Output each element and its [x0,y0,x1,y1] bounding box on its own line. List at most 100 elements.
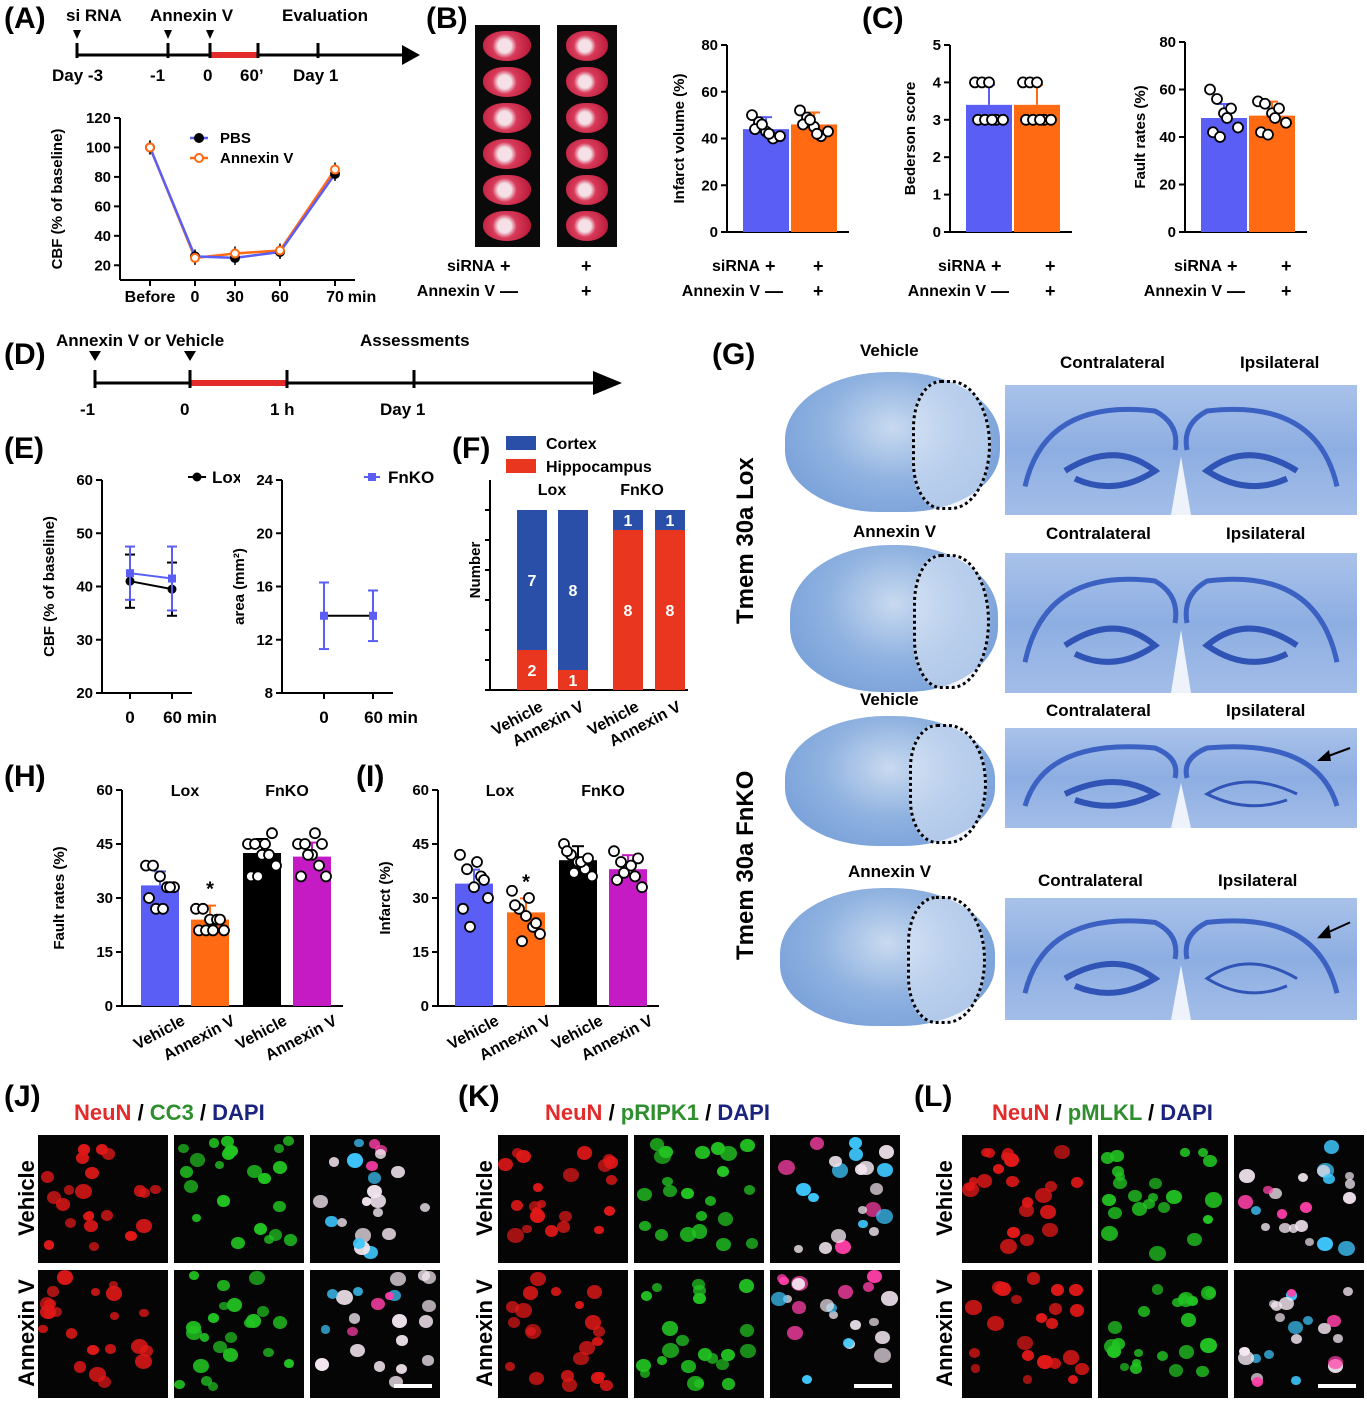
e-legend-lox-label: Lox [212,468,240,487]
micro-cell [1318,1322,1332,1335]
e2-y-tick-label: 20 [256,525,273,542]
i-data-point [586,870,598,883]
micro-cell [1344,1171,1355,1181]
micro-cell [1304,1237,1315,1247]
micro-cell [1017,1335,1034,1351]
h-data-point [259,838,271,850]
i-y-tick-label: 45 [412,836,429,853]
micro-cell [1270,1301,1282,1312]
micro-cell [586,1285,602,1299]
g-ipsilateral-label: Ipsilateral [1226,701,1306,720]
micro-cell [801,1374,812,1384]
e1-point [168,574,176,583]
g-row-title: Annexin V [848,862,932,881]
condition-symbol: + [765,256,776,276]
micro-cell [867,1270,882,1284]
micro-cell [1180,1148,1190,1157]
h-y-tick-label: 45 [96,836,113,853]
timeline-a-day1: Day 1 [293,66,339,85]
micro-cell [174,1379,186,1390]
i-significance-star: * [522,871,530,893]
micro-cell [1323,1140,1339,1154]
micro-cell [740,1138,756,1153]
micro-cell [537,1199,547,1209]
micro-cell [1199,1338,1217,1354]
h-data-point [164,881,176,894]
micro-cell [511,1199,524,1211]
a-legend-label: Annexin V [220,150,293,167]
i-data-point [534,928,546,940]
micro-cell [354,1138,365,1148]
micro-row-label: Vehicle [14,1160,39,1236]
micro-cell [965,1300,982,1315]
micro-cell [818,1241,833,1254]
micro-cell [136,1218,153,1234]
micro-cell [1035,1187,1053,1203]
g-hippocampus-drawing [1022,406,1340,515]
g-hippocampus-image [1005,553,1357,693]
g-ipsilateral-label: Ipsilateral [1240,353,1320,372]
i-data-point [608,845,620,858]
scale-bar [1318,1384,1356,1388]
g-hippocampus-drawing [1022,744,1351,828]
micro-cell [273,1200,287,1213]
h-data-point [270,859,282,872]
micro-title: NeuN / pRIPK1 / DAPI [545,1100,770,1126]
micro-cell [1026,1272,1041,1285]
micro-cell [1137,1305,1150,1317]
timeline-a [73,30,420,65]
condition-symbol: — [500,281,518,301]
micro-cell [605,1174,617,1185]
micro-cell [388,1289,402,1302]
micro-cell [1169,1363,1184,1377]
micro-cell [962,1181,979,1197]
micro-cell [1110,1149,1125,1163]
b-y-tick-label: 0 [710,224,718,241]
h-data-point [313,859,325,872]
micro-title-neun: NeuN [545,1100,603,1125]
g-infarct-outline [907,896,987,1024]
c2-data-point [1259,97,1271,110]
panel-label-h: (H) [4,760,46,793]
f-value-hippo: 2 [528,663,537,680]
c1-y-tick-label: 5 [933,37,941,54]
g-infarct-outline [909,723,987,845]
micro-cell [809,1137,824,1150]
ttc-brain-slice [566,31,608,61]
micro-cell [498,1157,513,1171]
h-data-point [266,827,278,840]
c2-y-tick-label: 0 [1168,224,1176,241]
micro-cell [248,1270,265,1286]
ttc-brain-slice [566,139,608,169]
h-data-point [309,827,321,840]
micro-cell [40,1171,55,1184]
condition-symbol: + [581,281,592,301]
micro-cell [783,1294,793,1304]
micro-cell [992,1164,1004,1174]
micro-cell [695,1146,710,1160]
micro-cell [1337,1240,1355,1256]
h-data-point [263,848,275,861]
a-point [330,164,340,175]
micro-cell [139,1308,149,1318]
f-bar-hippocampus [613,530,643,690]
micro-cell [50,1306,63,1318]
ttc-brain-slice [566,211,608,241]
micro-cell [792,1301,806,1314]
micro-cell [320,1325,331,1335]
micro-cell [1343,1287,1353,1297]
panel-label-f: (F) [452,432,491,465]
h-data-point [197,902,209,915]
micro-cell [348,1313,361,1324]
g-ca-band-right [1183,744,1340,807]
micro-cell [272,1316,288,1330]
micro-cell [875,1208,893,1224]
g-ca-band-left [1022,744,1179,807]
micro-cell [396,1335,409,1346]
micro-cell [65,1328,78,1339]
i-data-point [582,852,594,865]
micro-title-sep: / [131,1100,150,1125]
micro-cell [1149,1178,1162,1190]
micro-cell [639,1368,651,1379]
micro-cell [842,1337,854,1348]
